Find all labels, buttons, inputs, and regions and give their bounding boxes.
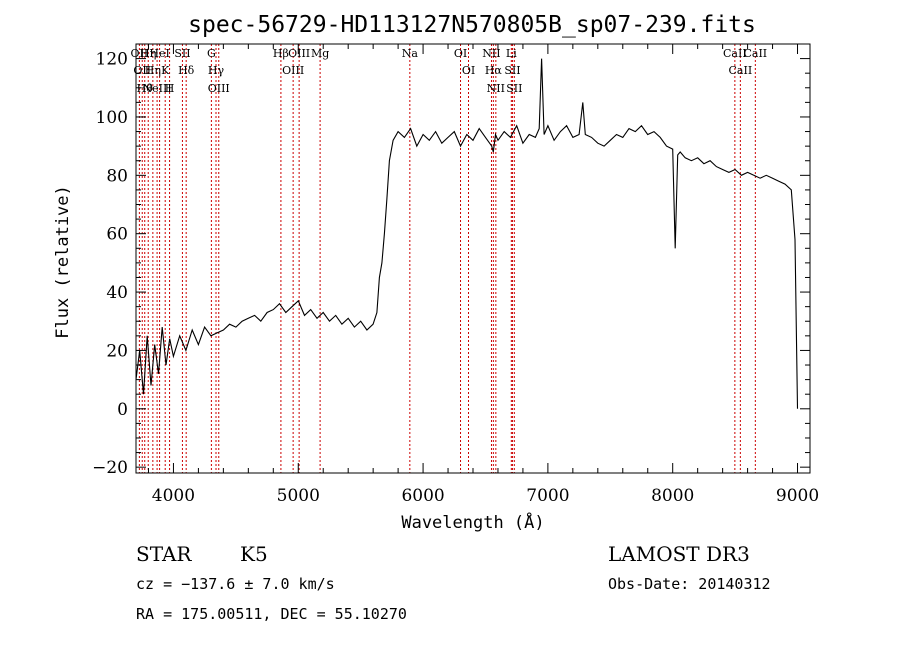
y-tick-label: 80 (106, 166, 128, 186)
line-marker-label: OI (462, 64, 475, 77)
y-tick-label: 120 (96, 50, 128, 70)
survey-label: LAMOST DR3 (608, 542, 750, 566)
line-marker-label: K (161, 64, 170, 77)
line-marker-label: G (207, 47, 216, 60)
object-subclass: K5 (240, 542, 268, 566)
line-marker-label: SII (174, 47, 190, 60)
y-axis-ticks: −20 0 20 40 60 80 100 120 (92, 50, 810, 478)
y-tick-label: −20 (92, 458, 128, 478)
y-tick-label: 100 (96, 108, 128, 128)
line-marker-label: Na (402, 47, 419, 60)
line-marker-label: OIII (282, 64, 304, 77)
line-marker-label: Li (506, 47, 517, 60)
x-axis-label: Wavelength (Å) (401, 511, 544, 533)
line-marker-label: Hα (485, 64, 503, 77)
line-marker-label: OIII (208, 82, 230, 95)
line-marker-label: Hδ (178, 64, 195, 77)
line-marker-label: OI (454, 47, 467, 60)
x-axis-ticks: 4000 5000 6000 7000 8000 9000 (147, 44, 819, 506)
x-tick-label: 9000 (776, 486, 819, 506)
line-marker-label: OIII (288, 47, 310, 60)
y-tick-label: 40 (106, 283, 128, 303)
x-tick-label: 5000 (277, 486, 320, 506)
x-tick-label: 8000 (651, 486, 694, 506)
y-tick-label: 60 (106, 225, 128, 245)
object-class: STAR (136, 542, 192, 566)
line-marker-label: Hθ (137, 82, 154, 95)
spectrum-line (135, 58, 799, 409)
line-marker-label: CaII (743, 47, 767, 60)
line-marker-label: SII (506, 82, 522, 95)
obs-date-text: Obs-Date: 20140312 (608, 575, 771, 593)
x-tick-label: 4000 (152, 486, 195, 506)
chart-title: spec-56729-HD113127N570805B_sp07-239.fit… (188, 12, 756, 38)
y-tick-label: 20 (106, 341, 128, 361)
line-marker-label: OII (133, 64, 151, 77)
line-marker-label: NII (482, 47, 500, 60)
line-marker-label: NII (487, 82, 505, 95)
line-marker-label: Hη (140, 47, 156, 60)
line-marker-label: Hη (145, 64, 161, 77)
plot-frame (135, 43, 811, 474)
emission-line-labels: OIIOIIHθHηHηNeIIIHeIKHSIIHδGHγOIIIHβOIII… (131, 47, 768, 95)
line-marker-label: Mg (311, 47, 329, 60)
line-marker-label: CaII (723, 47, 747, 60)
y-axis-label: Flux (relative) (53, 185, 73, 339)
line-marker-label: Hβ (273, 47, 289, 60)
line-marker-label: SII (504, 64, 520, 77)
line-marker-label: HeI (149, 47, 169, 60)
line-marker-label: H (165, 82, 175, 95)
coordinates-text: RA = 175.00511, DEC = 55.10270 (136, 605, 407, 623)
line-marker-label: NeIII (143, 82, 172, 95)
line-marker-label: Hγ (208, 64, 225, 77)
y-tick-label: 0 (117, 400, 128, 420)
line-marker-label: CaII (729, 64, 753, 77)
velocity-text: cz = −137.6 ± 7.0 km/s (136, 575, 335, 593)
x-tick-label: 6000 (401, 486, 444, 506)
x-tick-label: 7000 (526, 486, 569, 506)
emission-line-markers (138, 44, 756, 473)
line-marker-label: OII (131, 47, 149, 60)
